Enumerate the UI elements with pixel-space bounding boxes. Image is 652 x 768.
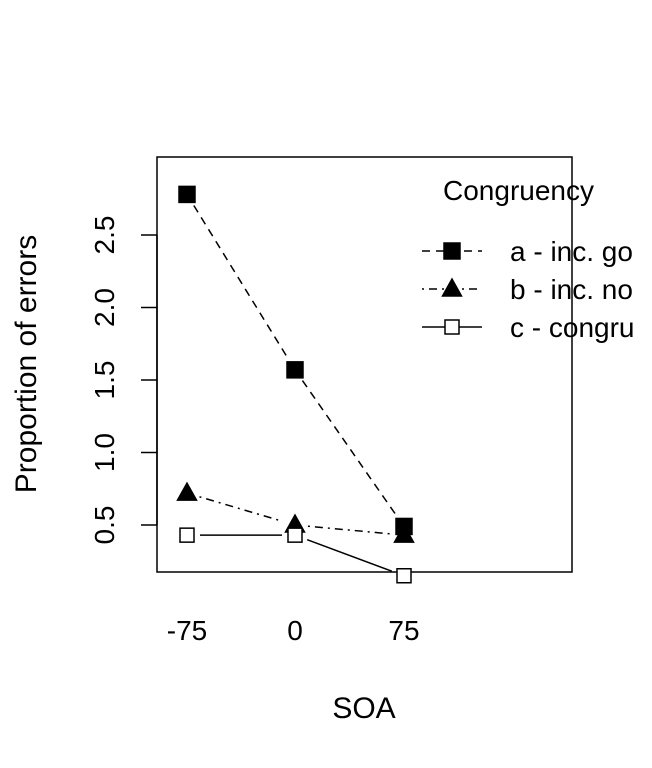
- axes: 0.5 1.0 1.5 2.0 2.5 -75 0 75: [89, 216, 420, 646]
- series-c: [179, 527, 412, 584]
- series-layer: [176, 185, 415, 584]
- legend: Congruency a - inc. go b - inc. no c - cong…: [422, 175, 635, 343]
- legend-label: a - inc. go: [510, 236, 633, 267]
- y-tick-label: 0.5: [89, 506, 120, 545]
- legend-marker: [441, 277, 463, 297]
- line-segment: [307, 525, 392, 535]
- series-a: [178, 185, 413, 536]
- line-segment: [301, 380, 398, 517]
- y-tick-label: 2.5: [89, 216, 120, 255]
- legend-label: b - inc. no: [510, 274, 633, 305]
- data-point: [178, 185, 196, 204]
- y-tick-label: 2.0: [89, 288, 120, 327]
- x-tick-label: 75: [388, 615, 419, 646]
- line-segment: [193, 205, 289, 360]
- data-point: [287, 527, 303, 543]
- series-line: [200, 534, 393, 572]
- plot-box: [156, 156, 573, 573]
- series-line: [199, 496, 392, 535]
- line-segment: [306, 538, 393, 572]
- x-tick-label: 0: [287, 615, 303, 646]
- data-point: [396, 568, 412, 584]
- data-point: [286, 361, 304, 379]
- legend-label: c - congru: [510, 312, 635, 343]
- data-point: [179, 527, 195, 543]
- line-segment: [199, 496, 283, 523]
- y-tick-label: 1.5: [89, 361, 120, 400]
- x-axis-title: SOA: [332, 692, 395, 725]
- data-point: [393, 523, 415, 543]
- legend-title: Congruency: [443, 175, 594, 206]
- data-point: [176, 481, 198, 501]
- y-tick-label: 1.0: [89, 433, 120, 472]
- legend-item: c - congru: [422, 312, 635, 343]
- series-line: [193, 205, 398, 517]
- y-axis-title: Proportion of errors: [10, 235, 43, 493]
- legend-item: a - inc. go: [422, 236, 633, 267]
- legend-marker: [444, 319, 460, 335]
- legend-item: b - inc. no: [422, 274, 633, 305]
- x-tick-label: -75: [167, 615, 207, 646]
- legend-marker: [443, 242, 461, 260]
